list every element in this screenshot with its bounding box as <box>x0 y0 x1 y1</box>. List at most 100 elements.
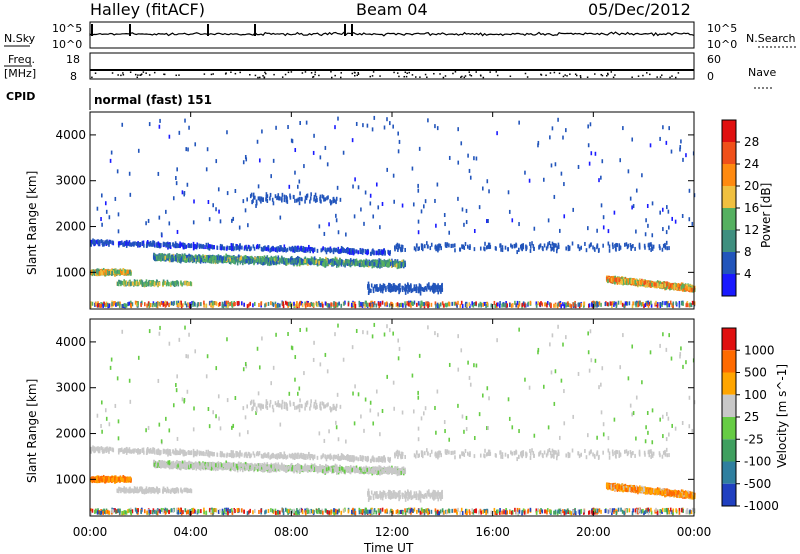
echo-cell <box>594 301 597 306</box>
echo-cell <box>177 303 180 308</box>
echo-cell <box>340 303 343 308</box>
echo-cell <box>213 255 216 260</box>
echo-cell <box>685 303 688 308</box>
echo-cell <box>118 303 121 308</box>
nave-point <box>257 76 259 79</box>
echo-cell <box>178 301 181 306</box>
echo-cell <box>168 134 171 139</box>
echo-cell <box>413 287 415 292</box>
echo-cell <box>323 259 326 264</box>
echo-cell <box>495 246 497 251</box>
nave-point <box>439 73 441 75</box>
echo-cell <box>239 243 241 248</box>
echo-cell <box>310 258 313 263</box>
echo-cell <box>270 301 272 306</box>
echo-cell <box>416 243 418 248</box>
echo-cell <box>461 207 464 212</box>
echo-cell <box>397 131 399 136</box>
echo-cell <box>312 150 315 155</box>
echo-cell <box>298 304 300 309</box>
echo-cell <box>172 242 174 247</box>
echo-cell <box>362 248 365 253</box>
nave-point <box>163 73 165 76</box>
echo-cell <box>108 303 111 308</box>
echo-cell <box>189 244 192 249</box>
echo-cell <box>185 258 188 263</box>
echo-cell <box>208 246 211 251</box>
echo-cell <box>629 280 631 285</box>
echo-cell <box>423 302 425 307</box>
echo-cell <box>370 288 372 293</box>
echo-cell <box>296 255 299 260</box>
echo-cell <box>434 288 436 293</box>
nave-point <box>669 76 671 79</box>
echo-cell <box>305 196 308 201</box>
echo-cell <box>389 261 392 266</box>
echo-cell <box>578 302 581 307</box>
echo-cell <box>100 239 103 244</box>
echo-cell <box>554 243 557 248</box>
echo-cell <box>407 289 409 294</box>
echo-cell <box>265 247 268 252</box>
echo-cell <box>667 209 670 214</box>
nave-point <box>406 72 408 75</box>
echo-cell <box>283 257 286 262</box>
nave-point <box>594 73 596 75</box>
echo-cell <box>607 229 610 234</box>
power-ylabel: Slant Range [km] <box>25 171 39 275</box>
echo-cell <box>397 149 400 154</box>
echo-cell <box>465 208 468 213</box>
echo-cell <box>668 246 670 251</box>
echo-cell <box>485 245 488 250</box>
echo-cell <box>379 283 381 288</box>
echo-cell <box>374 259 377 264</box>
echo-cell <box>151 303 154 308</box>
echo-cell <box>691 300 694 305</box>
echo-cell <box>342 260 344 265</box>
echo-cell <box>454 301 457 306</box>
echo-cell <box>305 120 308 125</box>
echo-cell <box>350 250 353 255</box>
echo-cell <box>95 271 97 276</box>
echo-cell <box>378 261 381 266</box>
echo-cell <box>175 300 178 305</box>
echo-cell <box>461 245 464 250</box>
echo-cell <box>424 244 426 249</box>
echo-cell <box>114 269 116 274</box>
echo-cell <box>230 301 233 306</box>
echo-cell <box>366 260 369 265</box>
echo-cell <box>358 300 361 305</box>
echo-cell <box>496 131 498 136</box>
echo-cell <box>508 209 511 214</box>
nave-point <box>677 72 680 74</box>
echo-cell <box>463 222 465 227</box>
nave-point <box>134 73 137 76</box>
echo-cell <box>286 247 289 252</box>
echo-cell <box>189 255 191 260</box>
echo-cell <box>650 247 652 252</box>
echo-cell <box>386 117 388 122</box>
echo-cell <box>290 247 292 252</box>
echo-cell <box>291 247 293 252</box>
echo-cell <box>398 244 400 249</box>
echo-cell <box>97 301 99 306</box>
echo-cell <box>105 302 108 307</box>
echo-cell <box>374 466 377 471</box>
echo-cell <box>634 280 637 285</box>
echo-cell <box>229 301 231 306</box>
echo-cell <box>313 195 316 200</box>
nave-point <box>273 73 275 76</box>
echo-cell <box>332 199 335 204</box>
nave-point <box>281 76 284 78</box>
echo-cell <box>216 256 219 261</box>
echo-cell <box>159 254 162 259</box>
echo-cell <box>435 285 438 290</box>
nave-point <box>262 75 264 77</box>
freq-panel: Freq. [MHz] 18 8 60 0 Nave <box>4 52 776 89</box>
echo-cell <box>263 258 266 263</box>
nave-point <box>564 74 566 76</box>
echo-cell <box>623 304 626 309</box>
nave-point <box>140 74 142 76</box>
echo-cell <box>297 197 299 202</box>
echo-cell <box>162 281 164 286</box>
